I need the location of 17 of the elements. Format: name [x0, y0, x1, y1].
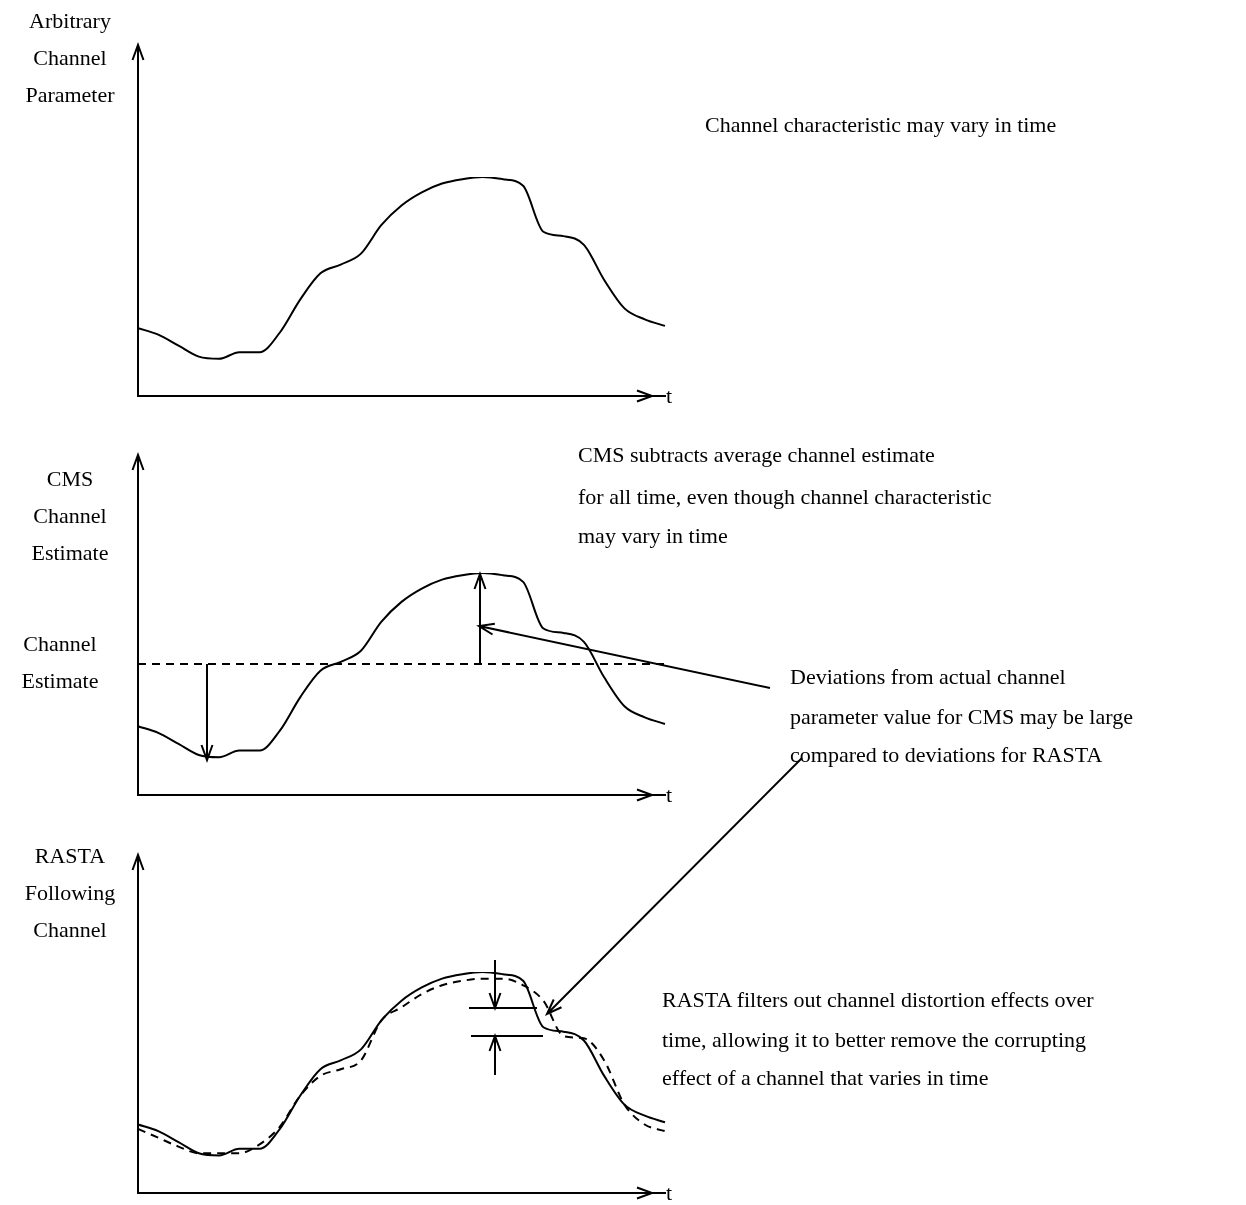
- text: compared to deviations for RASTA: [790, 741, 1103, 769]
- text: for all time, even though channel characteristic: [578, 483, 992, 511]
- text: parameter value for CMS may be large: [790, 703, 1133, 731]
- x-axis-title: t: [666, 1179, 673, 1205]
- x-axis-title: t: [666, 781, 673, 809]
- text: Deviations from actual channel: [790, 663, 1066, 691]
- y-axis-title: RASTA Following Channel: [23, 842, 117, 944]
- ref-line-label: Channel Estimate: [20, 630, 100, 695]
- text: RASTA filters out channel distortion effects over: [662, 986, 1094, 1014]
- text: Channel characteristic may vary in time: [705, 111, 1057, 139]
- y-axis-title: CMS Channel Estimate: [30, 465, 110, 567]
- y-axis-title: Arbitrary Channel Parameter: [24, 7, 116, 109]
- text: time, allowing it to better remove the corrupting: [662, 1026, 1086, 1054]
- text: effect of a channel that varies in time: [662, 1064, 989, 1092]
- x-axis-title: t: [666, 382, 673, 410]
- text: CMS subtracts average channel estimate: [578, 441, 935, 469]
- text: may vary in time: [578, 522, 728, 550]
